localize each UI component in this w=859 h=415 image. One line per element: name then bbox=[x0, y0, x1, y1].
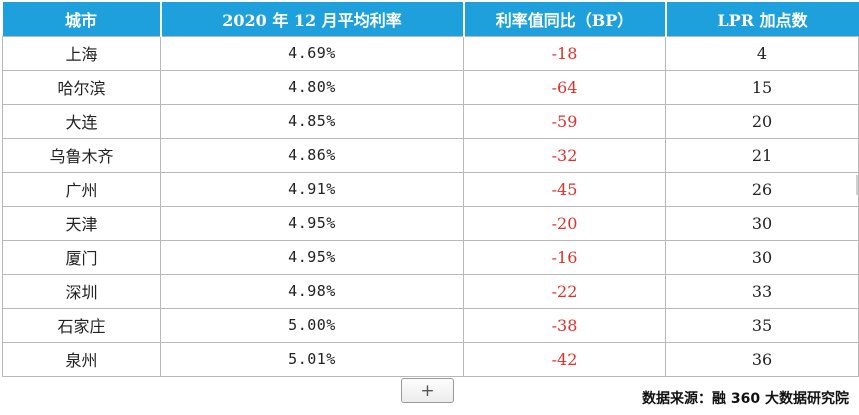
city-cell: 泉州 bbox=[2, 341, 161, 377]
yoy-change-cell: -38 bbox=[463, 307, 666, 343]
header-row: 城市 2020 年 12 月平均利率 利率值同比（BP） LPR 加点数 bbox=[2, 2, 859, 36]
lpr-spread-cell: 35 bbox=[665, 307, 859, 343]
mortgage-rate-table: 城市 2020 年 12 月平均利率 利率值同比（BP） LPR 加点数 上海 4… bbox=[2, 2, 859, 377]
rate-table-container: 城市 2020 年 12 月平均利率 利率值同比（BP） LPR 加点数 上海 4… bbox=[2, 2, 859, 377]
header-yoy-change: 利率值同比（BP） bbox=[463, 2, 667, 36]
table-header: 城市 2020 年 12 月平均利率 利率值同比（BP） LPR 加点数 bbox=[2, 2, 859, 36]
header-lpr-spread: LPR 加点数 bbox=[665, 2, 859, 36]
avg-rate-cell: 4.69% bbox=[160, 35, 464, 71]
lpr-spread-cell: 30 bbox=[665, 205, 859, 241]
lpr-spread-cell: 15 bbox=[665, 69, 859, 105]
avg-rate-cell: 4.95% bbox=[160, 205, 464, 241]
yoy-change-cell: -16 bbox=[463, 239, 666, 275]
avg-rate-cell: 4.95% bbox=[160, 239, 464, 275]
table-row: 泉州 5.01% -42 36 bbox=[2, 341, 859, 377]
avg-rate-cell: 4.86% bbox=[160, 137, 464, 173]
avg-rate-cell: 5.00% bbox=[160, 307, 464, 343]
table-row: 大连 4.85% -59 20 bbox=[2, 103, 859, 139]
yoy-change-cell: -45 bbox=[463, 171, 666, 207]
table-row: 哈尔滨 4.80% -64 15 bbox=[2, 69, 859, 105]
add-row-button[interactable]: + bbox=[401, 378, 454, 403]
yoy-change-cell: -18 bbox=[463, 35, 666, 71]
yoy-change-cell: -32 bbox=[463, 137, 666, 173]
header-city: 城市 bbox=[2, 2, 162, 36]
data-source-note: 数据来源：融 360 大数据研究院 bbox=[642, 391, 849, 407]
city-cell: 上海 bbox=[2, 35, 161, 71]
lpr-spread-cell: 26 bbox=[665, 171, 859, 207]
header-avg-rate: 2020 年 12 月平均利率 bbox=[160, 2, 465, 36]
city-cell: 厦门 bbox=[2, 239, 161, 275]
lpr-spread-cell: 36 bbox=[665, 341, 859, 377]
lpr-spread-cell: 30 bbox=[665, 239, 859, 275]
avg-rate-cell: 5.01% bbox=[160, 341, 464, 377]
yoy-change-cell: -20 bbox=[463, 205, 666, 241]
lpr-spread-cell: 21 bbox=[665, 137, 859, 173]
lpr-spread-cell: 20 bbox=[665, 103, 859, 139]
city-cell: 深圳 bbox=[2, 273, 161, 309]
scrollbar-edge[interactable] bbox=[856, 175, 858, 195]
city-cell: 乌鲁木齐 bbox=[2, 137, 161, 173]
yoy-change-cell: -59 bbox=[463, 103, 666, 139]
avg-rate-cell: 4.98% bbox=[160, 273, 464, 309]
yoy-change-cell: -42 bbox=[463, 341, 666, 377]
table-row: 深圳 4.98% -22 33 bbox=[2, 273, 859, 309]
plus-icon: + bbox=[420, 380, 435, 401]
table-row: 石家庄 5.00% -38 35 bbox=[2, 307, 859, 343]
city-cell: 天津 bbox=[2, 205, 161, 241]
avg-rate-cell: 4.85% bbox=[160, 103, 464, 139]
yoy-change-cell: -64 bbox=[463, 69, 666, 105]
table-row: 广州 4.91% -45 26 bbox=[2, 171, 859, 207]
avg-rate-cell: 4.91% bbox=[160, 171, 464, 207]
city-cell: 石家庄 bbox=[2, 307, 161, 343]
table-row: 上海 4.69% -18 4 bbox=[2, 35, 859, 71]
city-cell: 广州 bbox=[2, 171, 161, 207]
city-cell: 大连 bbox=[2, 103, 161, 139]
table-row: 厦门 4.95% -16 30 bbox=[2, 239, 859, 275]
table-row: 天津 4.95% -20 30 bbox=[2, 205, 859, 241]
lpr-spread-cell: 33 bbox=[665, 273, 859, 309]
city-cell: 哈尔滨 bbox=[2, 69, 161, 105]
lpr-spread-cell: 4 bbox=[665, 35, 859, 71]
table-body: 上海 4.69% -18 4 哈尔滨 4.80% -64 15 大连 4.85% -59 20 乌鲁木齐… bbox=[2, 35, 859, 377]
avg-rate-cell: 4.80% bbox=[160, 69, 464, 105]
yoy-change-cell: -22 bbox=[463, 273, 666, 309]
table-row: 乌鲁木齐 4.86% -32 21 bbox=[2, 137, 859, 173]
